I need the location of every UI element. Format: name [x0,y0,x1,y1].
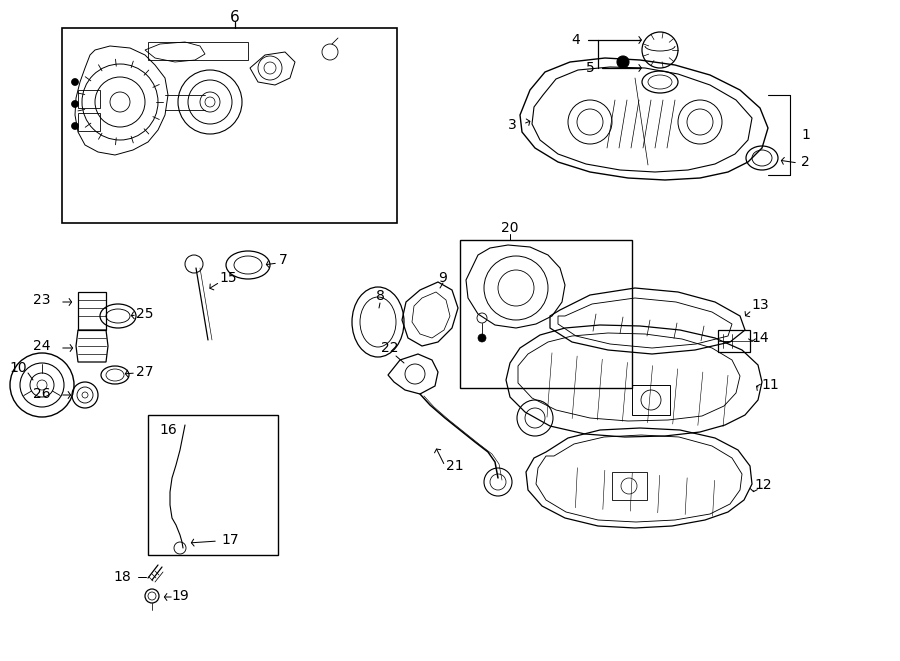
Bar [632,385,670,415]
Text: 24: 24 [33,339,50,353]
Bar [148,42,248,60]
Text: 19: 19 [171,589,189,603]
Circle shape [617,56,629,68]
Bar [78,113,100,131]
Text: 9: 9 [438,271,447,285]
Text: 7: 7 [279,253,287,267]
Text: 23: 23 [33,293,50,307]
Text: 2: 2 [801,155,809,169]
Text: 11: 11 [761,378,778,392]
Text: 17: 17 [221,533,239,547]
Text: 6: 6 [230,11,240,26]
Text: 13: 13 [752,298,769,312]
Text: 18: 18 [113,570,130,584]
Text: 21: 21 [446,459,464,473]
Text: 16: 16 [159,423,177,437]
Bar [460,240,632,388]
Text: 10: 10 [9,361,27,375]
Text: 12: 12 [754,478,772,492]
Circle shape [71,100,78,108]
Bar [62,28,397,223]
Text: 15: 15 [220,271,237,285]
Text: 8: 8 [375,289,384,303]
Text: 20: 20 [501,221,518,235]
Bar [718,330,750,352]
Text: 27: 27 [136,365,154,379]
Text: 4: 4 [572,33,580,47]
Circle shape [478,334,486,342]
Text: 5: 5 [586,61,594,75]
Bar [78,292,106,330]
Bar [148,415,278,555]
Bar [612,472,647,500]
Text: 3: 3 [508,118,517,132]
Circle shape [71,122,78,130]
Text: 25: 25 [136,307,154,321]
Circle shape [71,79,78,85]
Bar [78,90,100,108]
Text: 26: 26 [33,387,50,401]
Text: 22: 22 [382,341,399,355]
Text: 1: 1 [802,128,810,142]
Text: 14: 14 [752,331,769,345]
